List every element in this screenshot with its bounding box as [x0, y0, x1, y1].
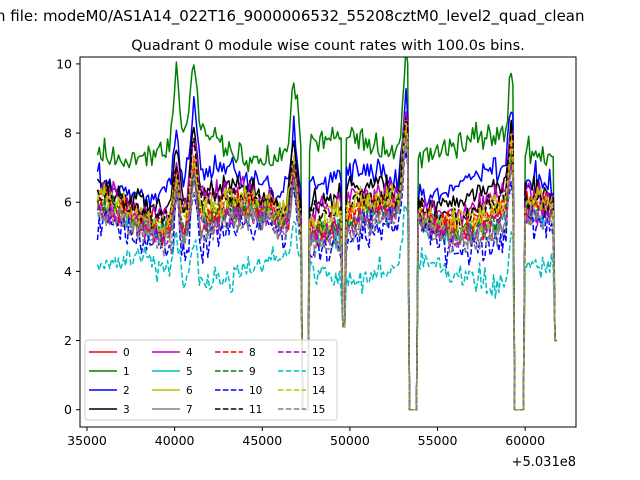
- plot-frame: [79, 56, 577, 428]
- x-tick-label: 50000: [330, 433, 370, 448]
- y-tick-label: 0: [64, 402, 72, 417]
- figure-suptitle: n file: modeM0/AS1A14_022T16_9000006532_…: [0, 7, 585, 26]
- x-tick-label: 40000: [155, 433, 195, 448]
- series-line-10: [96, 151, 557, 411]
- legend-label-5: 5: [186, 366, 193, 378]
- legend-label-8: 8: [249, 347, 256, 359]
- y-tick-label: 2: [64, 333, 72, 348]
- legend-label-13: 13: [312, 366, 325, 378]
- legend-label-12: 12: [312, 347, 325, 359]
- x-tick-label: 55000: [418, 433, 458, 448]
- y-tick-label: 10: [56, 56, 72, 71]
- legend-label-14: 14: [312, 385, 326, 397]
- y-tick-label: 8: [64, 126, 72, 141]
- series-line-2: [96, 87, 557, 411]
- legend-label-6: 6: [186, 385, 193, 397]
- legend-label-2: 2: [123, 385, 130, 397]
- legend-label-7: 7: [186, 404, 193, 416]
- legend-label-3: 3: [123, 404, 130, 416]
- x-tick-label: 35000: [67, 433, 107, 448]
- y-tick-label: 6: [64, 195, 72, 210]
- legend-label-4: 4: [186, 347, 193, 359]
- legend-label-0: 0: [123, 347, 130, 359]
- chart-title: Quadrant 0 module wise count rates with …: [131, 38, 525, 54]
- series-line-12: [96, 136, 557, 411]
- x-tick-label: 60000: [505, 433, 545, 448]
- y-tick-label: 4: [64, 264, 72, 279]
- legend-box: [84, 339, 338, 421]
- series-line-15: [96, 136, 557, 411]
- series-layer: [96, 57, 557, 411]
- legend-label-11: 11: [249, 404, 262, 416]
- series-line-1: [96, 57, 557, 411]
- legend-label-1: 1: [123, 366, 130, 378]
- legend-label-9: 9: [249, 366, 256, 378]
- series-line-13: [96, 204, 557, 411]
- x-tick-label: 45000: [242, 433, 282, 448]
- x-offset-label: +5.031e8: [512, 455, 576, 470]
- series-line-3: [96, 115, 557, 411]
- series-line-14: [96, 129, 557, 411]
- legend-label-15: 15: [312, 404, 325, 416]
- legend-label-10: 10: [249, 385, 262, 397]
- x-axis: 35000 40000 45000 50000 55000 60000: [67, 427, 545, 448]
- y-axis: 0 2 4 6 8 10: [56, 56, 80, 417]
